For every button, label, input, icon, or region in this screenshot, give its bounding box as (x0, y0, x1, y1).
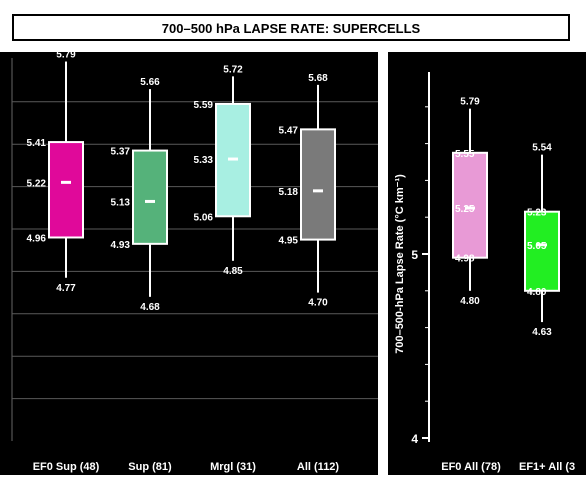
title-banner: 700–500 hPa LAPSE RATE: SUPERCELLS (12, 14, 570, 41)
category-label: Mrgl (31) (210, 461, 256, 473)
category-label: EF1+ All (3 (519, 461, 575, 473)
median-label: 5.33 (194, 155, 214, 166)
q1-label: 5.06 (194, 212, 214, 223)
q1-label: 4.95 (279, 236, 299, 247)
chart-title: 700–500 hPa LAPSE RATE: SUPERCELLS (161, 21, 421, 36)
median-label: 5.18 (279, 187, 299, 198)
q3-label: 5.47 (279, 125, 299, 136)
median-mark (537, 243, 547, 247)
right-box-plot: 4 5 700–500-hPa Lapse Rate (°C km⁻¹) 5.79 4.… (394, 72, 575, 473)
max-label: 5.68 (308, 73, 328, 84)
category-label: EF0 Sup (48) (33, 461, 100, 473)
min-label: 4.80 (460, 296, 480, 307)
box (300, 128, 336, 241)
box (132, 149, 168, 245)
q1-label: 4.80 (527, 287, 547, 298)
q3-label: 5.23 (527, 208, 547, 219)
q3-label: 5.55 (455, 149, 475, 160)
min-label: 4.70 (308, 298, 328, 309)
y-tick-label: 4 (411, 432, 418, 446)
left-box-plot: 5.79 4.77 5.41 4.96 5.22 EF0 Sup (48) 5.66 4.68… (11, 50, 378, 473)
min-label: 4.68 (140, 302, 160, 313)
min-label: 4.63 (532, 327, 552, 338)
category-label: All (112) (297, 461, 340, 473)
box (48, 141, 84, 239)
median-mark (228, 157, 238, 161)
max-label: 5.79 (460, 97, 480, 108)
q1-label: 4.93 (111, 240, 131, 251)
left-chart-panel: 5.79 4.77 5.41 4.96 5.22 EF0 Sup (48) 5.66 4.68… (0, 50, 378, 475)
q3-label: 5.59 (194, 100, 214, 111)
median-mark (61, 180, 71, 184)
median-label: 5.05 (527, 241, 547, 252)
right-chart-panel: 4 5 700–500-hPa Lapse Rate (°C km⁻¹) 5.79 4.… (388, 52, 586, 475)
box (524, 210, 560, 292)
q3-label: 5.41 (27, 138, 47, 149)
max-label: 5.72 (223, 64, 243, 75)
median-mark (145, 199, 155, 203)
median-mark (313, 189, 323, 193)
category-label: EF0 All (78) (441, 461, 501, 473)
y-tick-label: 5 (411, 248, 418, 262)
max-label: 5.54 (532, 143, 552, 154)
q1-label: 4.96 (27, 233, 47, 244)
max-label: 5.66 (140, 77, 160, 88)
median-mark (465, 206, 475, 210)
panel-divider (378, 44, 388, 475)
median-label: 5.25 (455, 204, 475, 215)
q3-label: 5.37 (111, 147, 131, 158)
max-label: 5.79 (56, 52, 76, 61)
min-label: 4.77 (56, 283, 76, 294)
y-axis-label: 700–500-hPa Lapse Rate (°C km⁻¹) (394, 174, 406, 354)
box (452, 151, 488, 259)
median-label: 5.22 (27, 178, 47, 189)
category-label: Sup (81) (128, 461, 172, 473)
min-label: 4.85 (223, 266, 243, 277)
q1-label: 4.98 (455, 254, 475, 265)
median-label: 5.13 (111, 197, 131, 208)
